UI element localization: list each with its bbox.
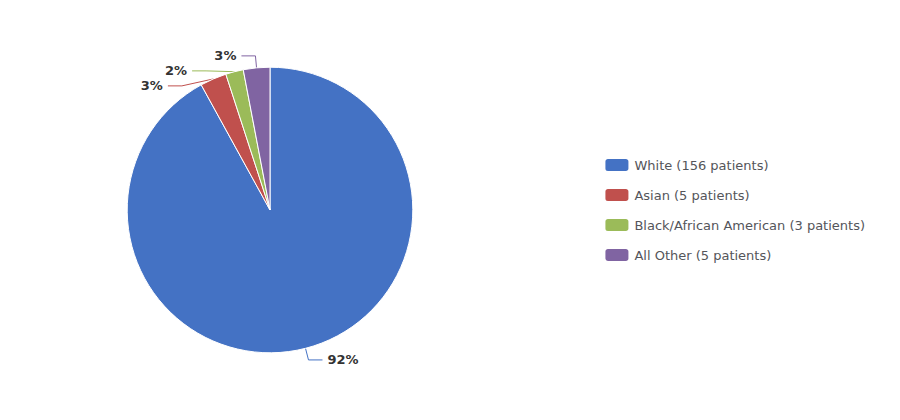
svg-text:White (156 patients): White (156 patients) <box>634 158 768 173</box>
svg-text:3%: 3% <box>214 48 236 63</box>
svg-text:3%: 3% <box>141 78 163 93</box>
svg-text:All Other (5 patients): All Other (5 patients) <box>634 248 771 263</box>
svg-text:Asian (5 patients): Asian (5 patients) <box>634 188 749 203</box>
svg-text:Black/African American (3 pati: Black/African American (3 patients) <box>634 218 865 233</box>
svg-text:2%: 2% <box>165 63 187 78</box>
svg-text:92%: 92% <box>327 352 358 367</box>
